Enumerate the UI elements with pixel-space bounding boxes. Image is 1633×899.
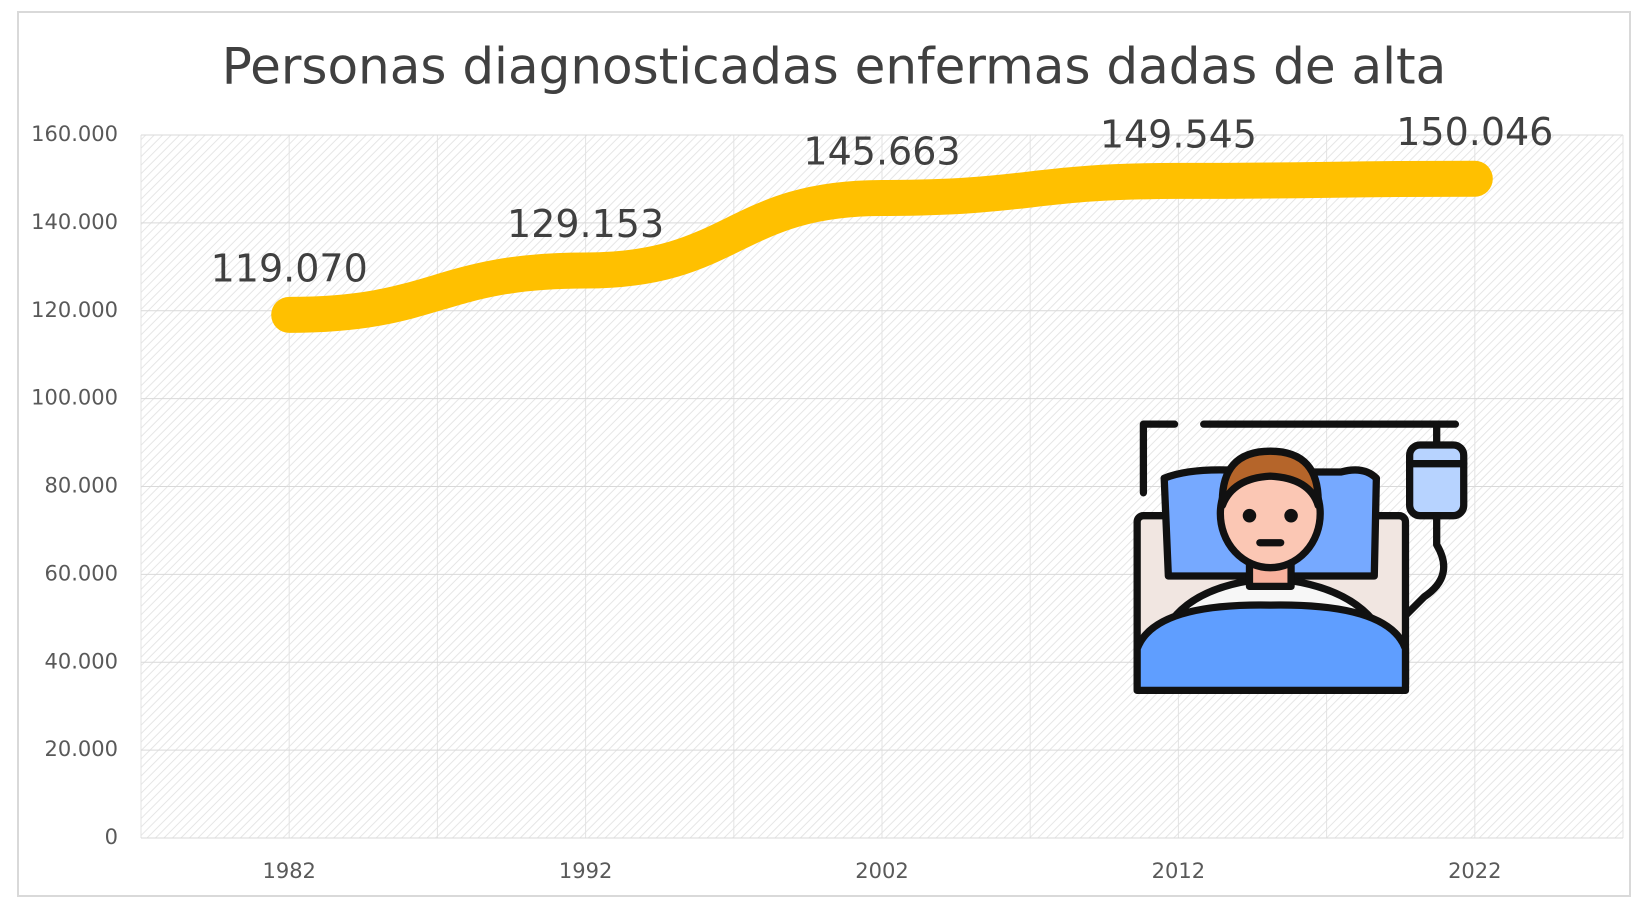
x-tick-label: 1982 — [262, 859, 315, 883]
y-tick-label: 100.000 — [31, 386, 118, 410]
data-label: 119.070 — [211, 246, 368, 290]
x-tick-label: 2022 — [1448, 859, 1501, 883]
y-tick-label: 40.000 — [45, 649, 118, 673]
y-tick-label: 160.000 — [31, 122, 118, 146]
x-tick-label: 2002 — [855, 859, 908, 883]
y-tick-label: 60.000 — [45, 561, 118, 585]
x-tick-label: 2012 — [1152, 859, 1205, 883]
chart-title: Personas diagnosticadas enfermas dadas d… — [222, 38, 1447, 96]
y-tick-label: 0 — [105, 825, 118, 849]
data-label: 149.545 — [1100, 112, 1257, 156]
y-tick-label: 120.000 — [31, 298, 118, 322]
chart: Personas diagnosticadas enfermas dadas d… — [0, 0, 1633, 899]
y-tick-label: 20.000 — [45, 737, 118, 761]
x-tick-label: 1992 — [559, 859, 612, 883]
data-label: 145.663 — [803, 129, 960, 173]
data-label: 129.153 — [507, 202, 664, 246]
data-label: 150.046 — [1396, 110, 1553, 154]
y-tick-label: 140.000 — [31, 210, 118, 234]
y-tick-label: 80.000 — [45, 474, 118, 498]
page: {"chart_data": {"type": "line", "title":… — [0, 0, 1633, 899]
